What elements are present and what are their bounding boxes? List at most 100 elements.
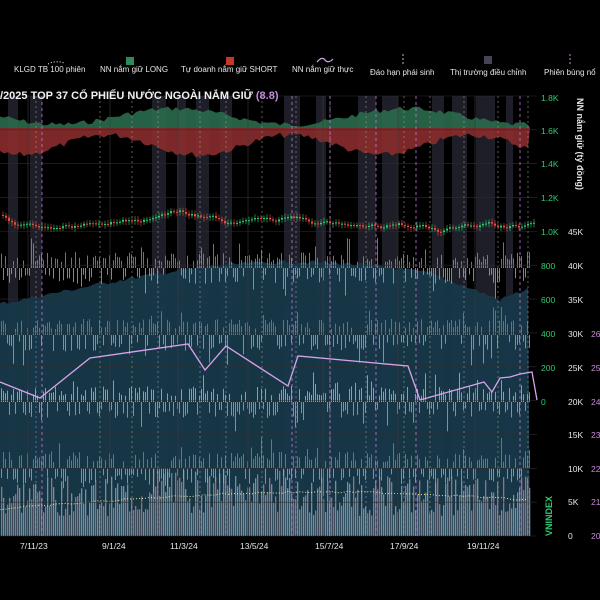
candle (326, 221, 328, 223)
volume-bar (489, 509, 491, 536)
flow-bar (523, 335, 524, 342)
flow-bar (255, 328, 256, 335)
flow-bar (353, 452, 354, 468)
flow-bar (315, 246, 316, 268)
flow-bar (231, 319, 232, 335)
candle (185, 211, 187, 214)
flow-bar (515, 268, 516, 279)
volume-bar (471, 510, 473, 536)
flow-bar (523, 457, 524, 468)
flow-bar (235, 402, 236, 432)
flow-bar (439, 458, 440, 468)
flow-bar (329, 468, 330, 479)
flow-bar (525, 451, 526, 468)
flow-bar (13, 261, 14, 268)
candle (527, 223, 529, 226)
volume-bar (189, 498, 191, 536)
volume-bar (109, 503, 111, 536)
flow-bar (241, 456, 242, 468)
flow-bar (385, 261, 386, 268)
flow-bar (281, 451, 282, 468)
volume-bar (207, 477, 209, 536)
flow-bar (55, 468, 56, 479)
volume-bar (119, 504, 121, 536)
volume-bar (229, 487, 231, 536)
candle (407, 225, 409, 227)
flow-bar (441, 335, 442, 349)
flow-bar (529, 335, 530, 348)
flow-bar (295, 320, 296, 335)
candle (350, 224, 352, 226)
flow-bar (137, 335, 138, 343)
candle (104, 223, 106, 225)
volume-bar (257, 474, 259, 536)
flow-bar (203, 253, 204, 268)
axis2-tick-label: 15K (568, 430, 583, 440)
candle (236, 222, 238, 224)
flow-bar (177, 261, 178, 268)
flow-bar (91, 387, 92, 402)
flow-bar (177, 335, 178, 344)
volume-bar (333, 506, 335, 536)
volume-bar (353, 476, 355, 536)
flow-bar (507, 258, 508, 268)
flow-bar (177, 402, 178, 410)
flow-bar (477, 322, 478, 335)
flow-bar (61, 323, 62, 335)
volume-bar (497, 482, 499, 536)
flow-bar (203, 335, 204, 349)
flow-bar (481, 402, 482, 410)
flow-bar (359, 268, 360, 281)
flow-bar (75, 402, 76, 416)
flow-bar (403, 253, 404, 268)
flow-bar (351, 460, 352, 468)
candle (158, 215, 160, 218)
legend-derivative-expiry: Đáo hạn phái sinh (370, 68, 435, 77)
candle (14, 222, 16, 225)
volume-bar (111, 476, 113, 536)
axis2-tick-label: 10K (568, 464, 583, 474)
candle (95, 223, 97, 225)
candle (359, 225, 361, 227)
flow-bar (223, 327, 224, 335)
flow-bar (257, 254, 258, 268)
flow-bar (285, 454, 286, 468)
candle (281, 217, 283, 220)
flow-bar (167, 260, 168, 268)
volume-bar (237, 486, 239, 536)
flow-bar (393, 390, 394, 402)
flow-bar (475, 468, 476, 479)
flow-bar (189, 335, 190, 346)
candle (59, 227, 61, 229)
flow-bar (467, 326, 468, 335)
flow-bar (371, 320, 372, 335)
volume-bar (287, 488, 289, 536)
volume-bar (151, 494, 153, 536)
flow-bar (505, 402, 506, 413)
axis2-tick-label: 30K (568, 329, 583, 339)
flow-bar (215, 256, 216, 268)
flow-bar (483, 459, 484, 468)
flow-bar (409, 322, 410, 335)
flow-bar (449, 388, 450, 402)
volume-bar (45, 506, 47, 536)
candle (203, 216, 205, 218)
flow-bar (7, 468, 8, 479)
flow-bar (359, 335, 360, 363)
flow-bar (151, 389, 152, 402)
flow-bar (9, 335, 10, 346)
volume-bar (49, 506, 51, 536)
flow-bar (217, 394, 218, 402)
flow-bar (397, 256, 398, 268)
flow-bar (319, 268, 320, 283)
flow-bar (97, 335, 98, 345)
flow-bar (355, 335, 356, 342)
flow-bar (263, 455, 264, 468)
flow-bar (425, 373, 426, 402)
axis2-tick-label: 20K (568, 397, 583, 407)
flow-bar (451, 389, 452, 402)
flow-bar (19, 389, 20, 402)
flow-bar (3, 320, 4, 335)
flow-bar (151, 315, 152, 335)
flow-bar (57, 259, 58, 268)
